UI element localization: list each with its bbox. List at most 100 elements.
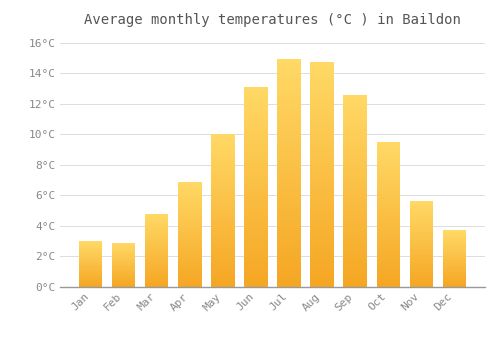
Bar [376, 249, 400, 251]
Bar [410, 260, 432, 261]
Bar [112, 264, 136, 265]
Bar [112, 245, 136, 246]
Bar [146, 216, 169, 217]
Bar [146, 279, 169, 280]
Bar [442, 270, 466, 271]
Bar [212, 160, 234, 162]
Bar [310, 92, 334, 94]
Bar [278, 128, 300, 130]
Bar [310, 184, 334, 186]
Bar [212, 267, 234, 269]
Bar [278, 184, 300, 187]
Bar [146, 228, 169, 229]
Bar [376, 148, 400, 149]
Bar [376, 262, 400, 264]
Bar [442, 231, 466, 232]
Bar [376, 200, 400, 201]
Bar [442, 241, 466, 242]
Bar [410, 247, 432, 248]
Bar [278, 266, 300, 269]
Bar [278, 275, 300, 278]
Bar [146, 271, 169, 272]
Bar [410, 204, 432, 205]
Bar [212, 165, 234, 166]
Bar [442, 232, 466, 233]
Bar [310, 132, 334, 134]
Bar [212, 180, 234, 182]
Bar [344, 121, 366, 124]
Bar [80, 277, 102, 278]
Bar [212, 136, 234, 137]
Bar [278, 153, 300, 155]
Bar [278, 205, 300, 207]
Bar [442, 283, 466, 284]
Bar [80, 274, 102, 275]
Bar [212, 281, 234, 282]
Bar [112, 282, 136, 283]
Bar [244, 281, 268, 283]
Bar [178, 256, 202, 257]
Bar [410, 231, 432, 232]
Bar [212, 183, 234, 185]
Bar [344, 278, 366, 279]
Bar [376, 270, 400, 271]
Bar [376, 280, 400, 281]
Bar [410, 227, 432, 228]
Bar [310, 136, 334, 139]
Bar [376, 206, 400, 207]
Bar [410, 272, 432, 273]
Bar [146, 285, 169, 286]
Bar [410, 234, 432, 235]
Bar [410, 217, 432, 218]
Bar [376, 209, 400, 210]
Bar [310, 226, 334, 229]
Bar [410, 273, 432, 274]
Bar [112, 280, 136, 281]
Bar [146, 250, 169, 251]
Bar [212, 228, 234, 229]
Bar [80, 252, 102, 253]
Bar [212, 214, 234, 215]
Bar [146, 265, 169, 266]
Bar [146, 239, 169, 240]
Bar [344, 197, 366, 198]
Bar [80, 276, 102, 277]
Bar [244, 183, 268, 185]
Bar [310, 85, 334, 87]
Bar [310, 74, 334, 76]
Bar [146, 232, 169, 233]
Bar [376, 242, 400, 244]
Bar [278, 166, 300, 169]
Bar [278, 273, 300, 275]
Bar [244, 271, 268, 273]
Bar [146, 259, 169, 260]
Bar [410, 258, 432, 259]
Bar [112, 285, 136, 286]
Bar [442, 252, 466, 253]
Bar [212, 231, 234, 232]
Bar [212, 257, 234, 258]
Bar [80, 282, 102, 283]
Bar [178, 183, 202, 184]
Bar [310, 76, 334, 78]
Bar [310, 202, 334, 204]
Bar [80, 279, 102, 280]
Bar [376, 275, 400, 277]
Bar [442, 259, 466, 260]
Bar [146, 215, 169, 216]
Bar [344, 195, 366, 197]
Bar [80, 270, 102, 271]
Bar [178, 240, 202, 241]
Bar [244, 235, 268, 237]
Bar [410, 221, 432, 222]
Bar [278, 139, 300, 141]
Bar [376, 257, 400, 258]
Bar [212, 241, 234, 243]
Bar [442, 266, 466, 267]
Bar [344, 214, 366, 216]
Bar [244, 99, 268, 101]
Bar [212, 163, 234, 165]
Bar [310, 150, 334, 152]
Bar [310, 110, 334, 112]
Bar [278, 262, 300, 264]
